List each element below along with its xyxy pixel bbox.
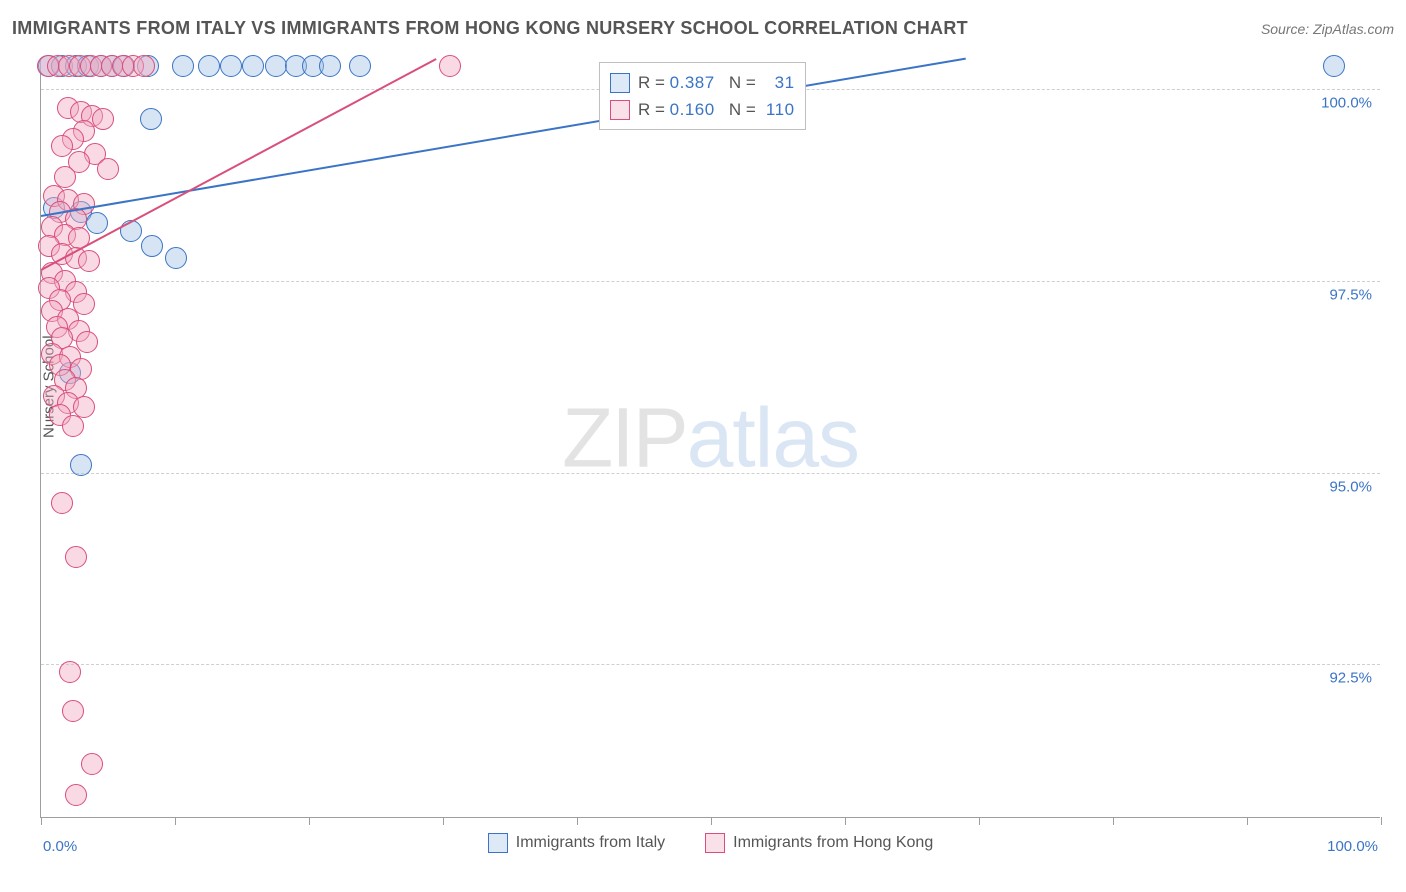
scatter-point-italy xyxy=(165,247,187,269)
scatter-point-italy xyxy=(349,55,371,77)
stats-legend: R = 0.387 N = 31R = 0.160 N = 110 xyxy=(599,62,806,130)
watermark-zip: ZIP xyxy=(562,390,687,484)
scatter-point-hongkong xyxy=(51,492,73,514)
scatter-point-hongkong xyxy=(92,108,114,130)
chart-header: IMMIGRANTS FROM ITALY VS IMMIGRANTS FROM… xyxy=(12,18,1394,39)
x-tick xyxy=(175,817,176,825)
scatter-point-hongkong xyxy=(65,784,87,806)
y-tick-label: 92.5% xyxy=(1329,670,1372,687)
scatter-point-hongkong xyxy=(78,250,100,272)
series-legend-label: Immigrants from Italy xyxy=(516,834,665,852)
scatter-point-italy xyxy=(86,212,108,234)
x-tick xyxy=(845,817,846,825)
stats-legend-row-hongkong: R = 0.160 N = 110 xyxy=(610,96,795,123)
legend-swatch-italy xyxy=(488,833,508,853)
x-tick xyxy=(711,817,712,825)
scatter-point-italy xyxy=(70,454,92,476)
x-tick xyxy=(443,817,444,825)
scatter-point-hongkong xyxy=(65,546,87,568)
chart-title: IMMIGRANTS FROM ITALY VS IMMIGRANTS FROM… xyxy=(12,18,968,39)
stats-legend-row-italy: R = 0.387 N = 31 xyxy=(610,69,795,96)
scatter-point-italy xyxy=(265,55,287,77)
series-legend-item-hongkong: Immigrants from Hong Kong xyxy=(705,833,933,853)
stats-legend-text: R = 0.160 N = 110 xyxy=(638,96,795,123)
gridline xyxy=(41,473,1380,474)
scatter-point-hongkong xyxy=(62,415,84,437)
x-tick xyxy=(979,817,980,825)
scatter-point-italy xyxy=(141,235,163,257)
scatter-point-italy xyxy=(242,55,264,77)
legend-swatch-italy xyxy=(610,73,630,93)
scatter-point-hongkong xyxy=(62,700,84,722)
legend-swatch-hongkong xyxy=(705,833,725,853)
scatter-plot: Nursery School ZIPatlas 92.5%95.0%97.5%1… xyxy=(40,58,1380,818)
watermark: ZIPatlas xyxy=(562,389,859,486)
scatter-point-italy xyxy=(198,55,220,77)
scatter-point-hongkong xyxy=(59,661,81,683)
x-tick xyxy=(41,817,42,825)
y-tick-label: 97.5% xyxy=(1329,286,1372,303)
x-tick xyxy=(577,817,578,825)
scatter-point-italy xyxy=(1323,55,1345,77)
x-tick xyxy=(1381,817,1382,825)
x-tick xyxy=(1113,817,1114,825)
series-legend-item-italy: Immigrants from Italy xyxy=(488,833,665,853)
series-legend-label: Immigrants from Hong Kong xyxy=(733,834,933,852)
x-tick xyxy=(1247,817,1248,825)
x-tick xyxy=(309,817,310,825)
scatter-point-hongkong xyxy=(133,55,155,77)
source-name: ZipAtlas.com xyxy=(1313,21,1394,37)
scatter-point-hongkong xyxy=(81,753,103,775)
gridline xyxy=(41,281,1380,282)
scatter-point-italy xyxy=(319,55,341,77)
scatter-point-italy xyxy=(172,55,194,77)
series-legend: Immigrants from Italy Immigrants from Hon… xyxy=(41,833,1380,853)
y-tick-label: 95.0% xyxy=(1329,478,1372,495)
source-prefix: Source: xyxy=(1261,21,1313,37)
scatter-point-italy xyxy=(220,55,242,77)
y-tick-label: 100.0% xyxy=(1321,94,1372,111)
watermark-atlas: atlas xyxy=(687,390,859,484)
chart-source: Source: ZipAtlas.com xyxy=(1261,21,1394,37)
stats-legend-text: R = 0.387 N = 31 xyxy=(638,69,795,96)
gridline xyxy=(41,664,1380,665)
scatter-point-hongkong xyxy=(97,158,119,180)
scatter-point-italy xyxy=(140,108,162,130)
legend-swatch-hongkong xyxy=(610,100,630,120)
scatter-point-hongkong xyxy=(439,55,461,77)
